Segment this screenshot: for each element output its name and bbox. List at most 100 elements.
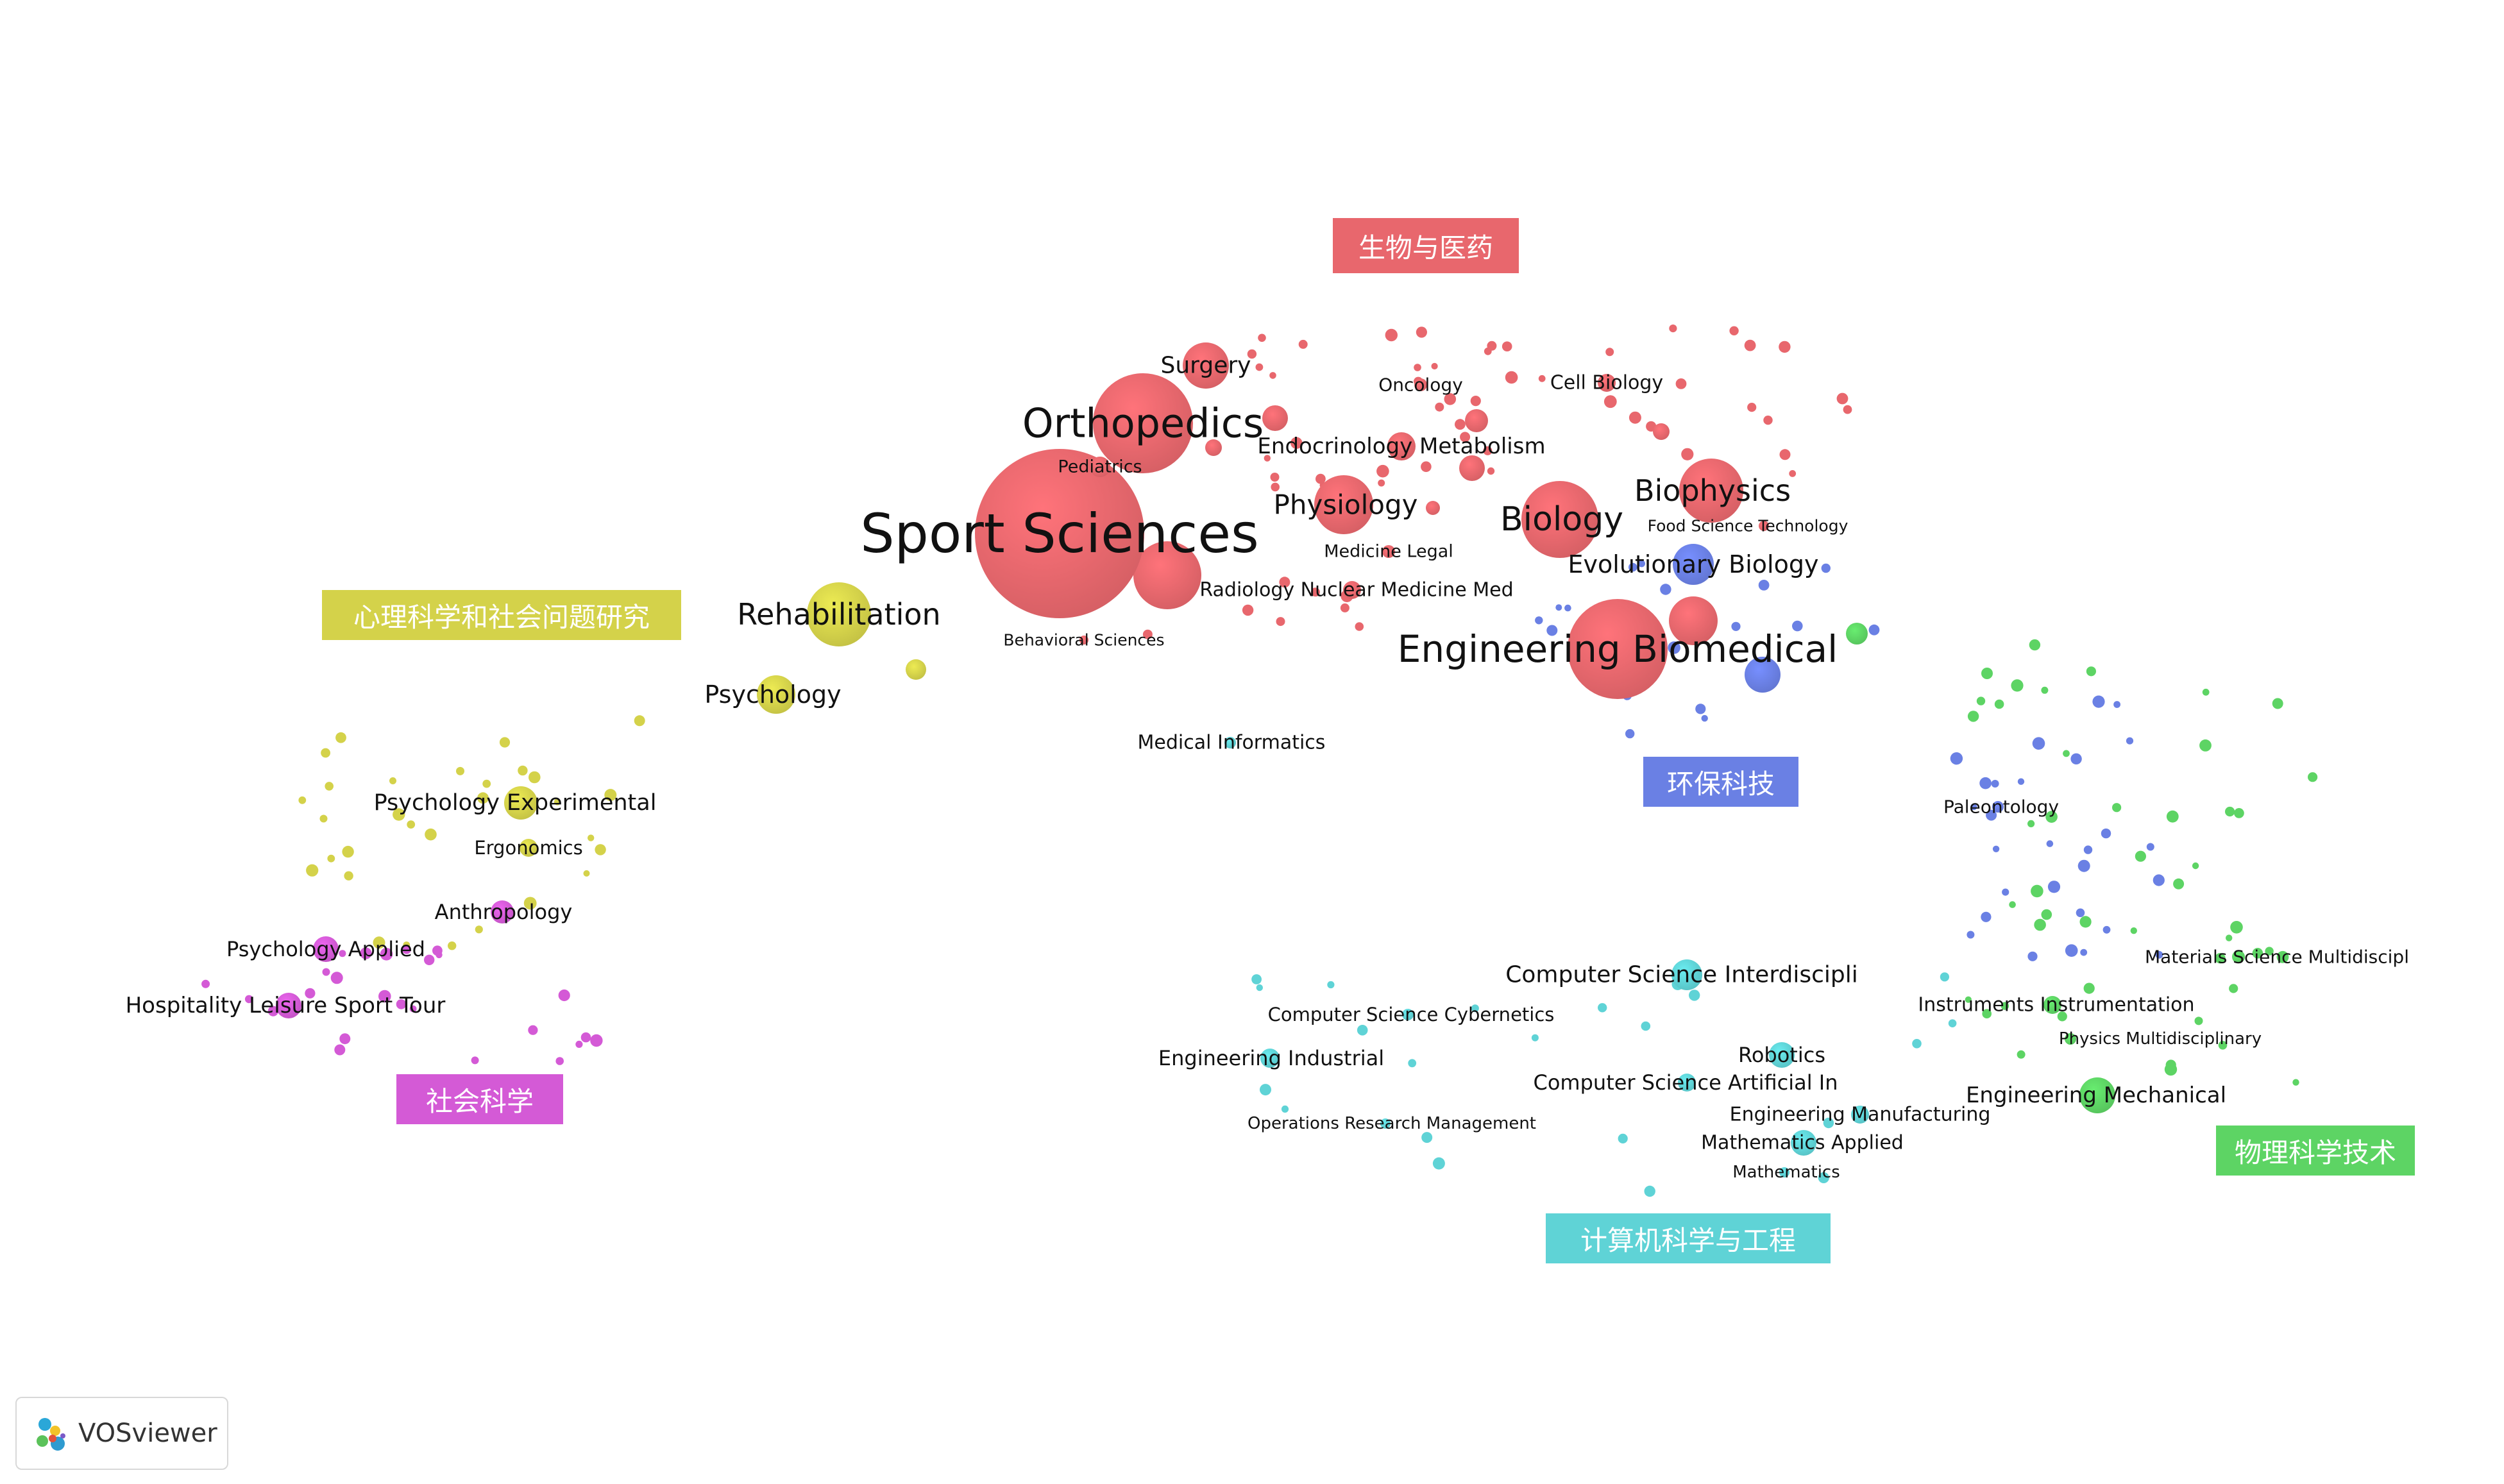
minor-node-phy[interactable] (2083, 982, 2095, 994)
node-anthropology[interactable] (491, 900, 514, 923)
minor-node-psy[interactable] (448, 941, 457, 950)
unlabeled-node-bio[interactable] (1426, 501, 1440, 515)
minor-node-soc[interactable] (590, 1034, 603, 1047)
cluster-tag-cs[interactable]: 计算机科学与工程 (1546, 1213, 1831, 1263)
node-computer-science-interdiscipli[interactable] (1671, 959, 1702, 990)
minor-node-phy[interactable] (2230, 921, 2243, 934)
minor-node-phy[interactable] (2265, 947, 2274, 956)
minor-node-bio[interactable] (1264, 455, 1271, 462)
minor-node-soc[interactable] (322, 968, 330, 976)
minor-node-cs[interactable] (1912, 1039, 1922, 1049)
minor-node-bio[interactable] (1747, 403, 1757, 412)
node-instruments-instrumentation[interactable] (2043, 996, 2061, 1014)
node-engineering-mechanical[interactable] (2079, 1077, 2115, 1113)
vosviewer-logo[interactable]: VOSviewer (15, 1397, 228, 1470)
minor-node-bio[interactable] (1487, 467, 1495, 475)
node-computer-science-artificial-in[interactable] (1678, 1074, 1696, 1092)
minor-node-bio[interactable] (1142, 629, 1153, 639)
minor-node-env[interactable] (1546, 625, 1558, 636)
node-biophysics[interactable] (1679, 459, 1743, 523)
unlabeled-node-bio[interactable] (1465, 409, 1488, 432)
minor-node-env[interactable] (1660, 584, 1671, 595)
node-materials-science-multidiscipl[interactable] (2232, 950, 2245, 963)
minor-node-cs[interactable] (1421, 1132, 1433, 1143)
minor-node-env[interactable] (1992, 845, 2000, 853)
minor-node-bio[interactable] (1276, 617, 1285, 627)
minor-node-phy[interactable] (2166, 810, 2179, 823)
minor-node-phy[interactable] (2194, 1016, 2203, 1025)
minor-node-psy[interactable] (373, 936, 385, 949)
minor-node-bio[interactable] (1681, 448, 1694, 460)
minor-node-env[interactable] (1668, 641, 1680, 654)
minor-node-phy[interactable] (1981, 668, 1993, 679)
minor-node-phy[interactable] (2063, 750, 2070, 757)
minor-node-env[interactable] (2047, 881, 2061, 893)
minor-node-env[interactable] (1821, 563, 1831, 573)
minor-node-phy[interactable] (1967, 711, 1979, 722)
minor-node-soc[interactable] (528, 1025, 538, 1035)
unlabeled-node-psy[interactable] (906, 659, 926, 680)
unlabeled-node-phy[interactable] (1846, 623, 1868, 645)
minor-node-psy[interactable] (518, 765, 528, 776)
minor-node-cs[interactable] (1598, 1003, 1607, 1013)
minor-node-cs[interactable] (1618, 1133, 1628, 1143)
node-paleontology[interactable] (1992, 801, 2004, 813)
node-mathematics[interactable] (1779, 1167, 1789, 1177)
minor-node-env[interactable] (2080, 949, 2088, 956)
minor-node-soc[interactable] (396, 999, 407, 1009)
node-hospitality-leisure-sport-tour[interactable] (276, 993, 301, 1018)
unlabeled-node-bio[interactable] (1459, 455, 1485, 481)
minor-node-env[interactable] (1695, 704, 1706, 714)
minor-node-phy[interactable] (2173, 878, 2185, 890)
minor-node-phy[interactable] (2086, 666, 2096, 677)
minor-node-psy[interactable] (342, 845, 354, 858)
minor-node-phy[interactable] (2057, 1011, 2067, 1022)
minor-node-phy[interactable] (2001, 1002, 2009, 1010)
minor-node-soc[interactable] (402, 945, 411, 954)
node-psychology[interactable] (757, 675, 795, 714)
node-psychology-experimental[interactable] (504, 786, 537, 820)
minor-node-psy[interactable] (583, 870, 590, 877)
minor-node-env[interactable] (1868, 624, 1880, 636)
minor-node-psy[interactable] (306, 864, 319, 877)
minor-node-env[interactable] (1701, 714, 1708, 722)
node-ergonomics[interactable] (520, 839, 537, 857)
minor-node-psy[interactable] (523, 897, 537, 910)
unlabeled-node-bio[interactable] (1653, 423, 1670, 440)
minor-node-phy[interactable] (2192, 862, 2199, 870)
minor-node-bio[interactable] (1669, 324, 1677, 333)
minor-node-bio[interactable] (1763, 416, 1773, 425)
minor-node-bio[interactable] (1247, 349, 1257, 359)
cluster-tag-bio[interactable]: 生物与医药 (1333, 218, 1519, 273)
minor-node-psy[interactable] (477, 792, 489, 804)
minor-node-cs[interactable] (1471, 1004, 1479, 1013)
minor-node-bio[interactable] (1779, 341, 1791, 353)
minor-node-cs[interactable] (1256, 984, 1264, 991)
minor-node-psy[interactable] (298, 796, 307, 804)
node-food-science-technology[interactable] (1759, 521, 1769, 531)
minor-node-soc[interactable] (432, 945, 443, 956)
minor-node-phy[interactable] (1994, 699, 2004, 709)
minor-node-psy[interactable] (407, 820, 416, 829)
minor-node-phy[interactable] (2011, 679, 2024, 692)
minor-node-phy[interactable] (1965, 996, 1972, 1003)
minor-node-bio[interactable] (1298, 339, 1308, 349)
minor-node-bio[interactable] (1484, 347, 1492, 355)
minor-node-soc[interactable] (380, 948, 393, 961)
unlabeled-node-bio[interactable] (1669, 596, 1718, 645)
minor-node-env[interactable] (2002, 888, 2009, 896)
minor-node-psy[interactable] (634, 715, 645, 727)
minor-node-cs[interactable] (1260, 1084, 1271, 1096)
node-engineering-industrial[interactable] (1260, 1049, 1280, 1068)
minor-node-bio[interactable] (1603, 395, 1617, 409)
minor-node-phy[interactable] (2225, 806, 2235, 817)
minor-node-phy[interactable] (2199, 739, 2212, 752)
minor-node-env[interactable] (2153, 874, 2165, 886)
minor-node-bio[interactable] (1421, 461, 1432, 472)
minor-node-bio[interactable] (1605, 348, 1614, 357)
minor-node-phy[interactable] (2135, 850, 2146, 862)
minor-node-bio[interactable] (1538, 375, 1546, 382)
minor-node-cs[interactable] (1644, 1185, 1655, 1197)
minor-node-soc[interactable] (267, 1006, 278, 1016)
minor-node-env[interactable] (1991, 780, 1999, 788)
